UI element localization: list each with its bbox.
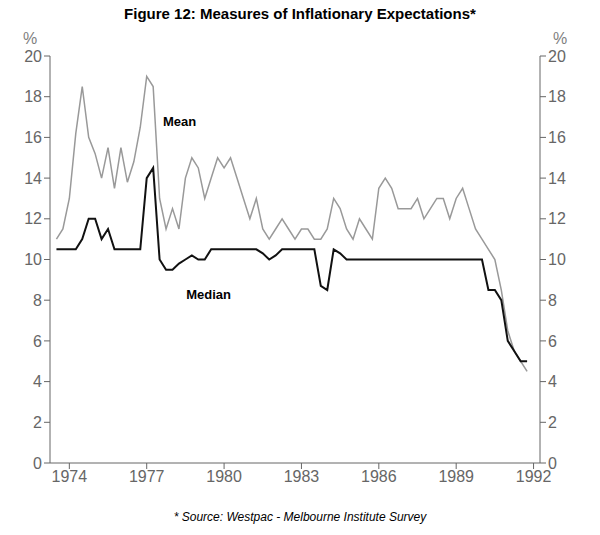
svg-text:6: 6 (548, 333, 557, 350)
svg-text:0: 0 (33, 455, 42, 472)
html-text:Figure 12: Measures of Inflati: Figure 12: Measures of Inflationary Expe… (124, 5, 476, 22)
svg-text:12: 12 (548, 210, 566, 227)
svg-text:1986: 1986 (361, 468, 397, 485)
svg-text:1980: 1980 (206, 468, 242, 485)
svg-text:%: % (23, 30, 37, 47)
svg-text:16: 16 (24, 129, 42, 146)
svg-text:14: 14 (548, 170, 566, 187)
svg-text:10: 10 (548, 251, 566, 268)
svg-text:12: 12 (24, 210, 42, 227)
svg-text:4: 4 (548, 373, 557, 390)
svg-text:1989: 1989 (438, 468, 474, 485)
svg-text:6: 6 (33, 333, 42, 350)
svg-text:4: 4 (33, 373, 42, 390)
svg-text:8: 8 (548, 292, 557, 309)
svg-text:20: 20 (548, 48, 566, 65)
svg-text:8: 8 (33, 292, 42, 309)
svg-text:0: 0 (548, 455, 557, 472)
svg-text:18: 18 (548, 88, 566, 105)
svg-text:2: 2 (548, 414, 557, 431)
svg-text:1974: 1974 (52, 468, 88, 485)
svg-text:1983: 1983 (284, 468, 320, 485)
svg-text:18: 18 (24, 88, 42, 105)
svg-text:Median: Median (186, 287, 231, 302)
svg-text:2: 2 (33, 414, 42, 431)
svg-text:1977: 1977 (129, 468, 165, 485)
svg-text:%: % (553, 30, 567, 47)
svg-text:20: 20 (24, 48, 42, 65)
svg-text:14: 14 (24, 170, 42, 187)
svg-text:16: 16 (548, 129, 566, 146)
html-text:* Source: Westpac - Melbourne: * Source: Westpac - Melbourne Institute … (173, 510, 427, 524)
svg-text:10: 10 (24, 251, 42, 268)
svg-text:1992: 1992 (516, 468, 552, 485)
svg-text:Mean: Mean (163, 114, 196, 129)
